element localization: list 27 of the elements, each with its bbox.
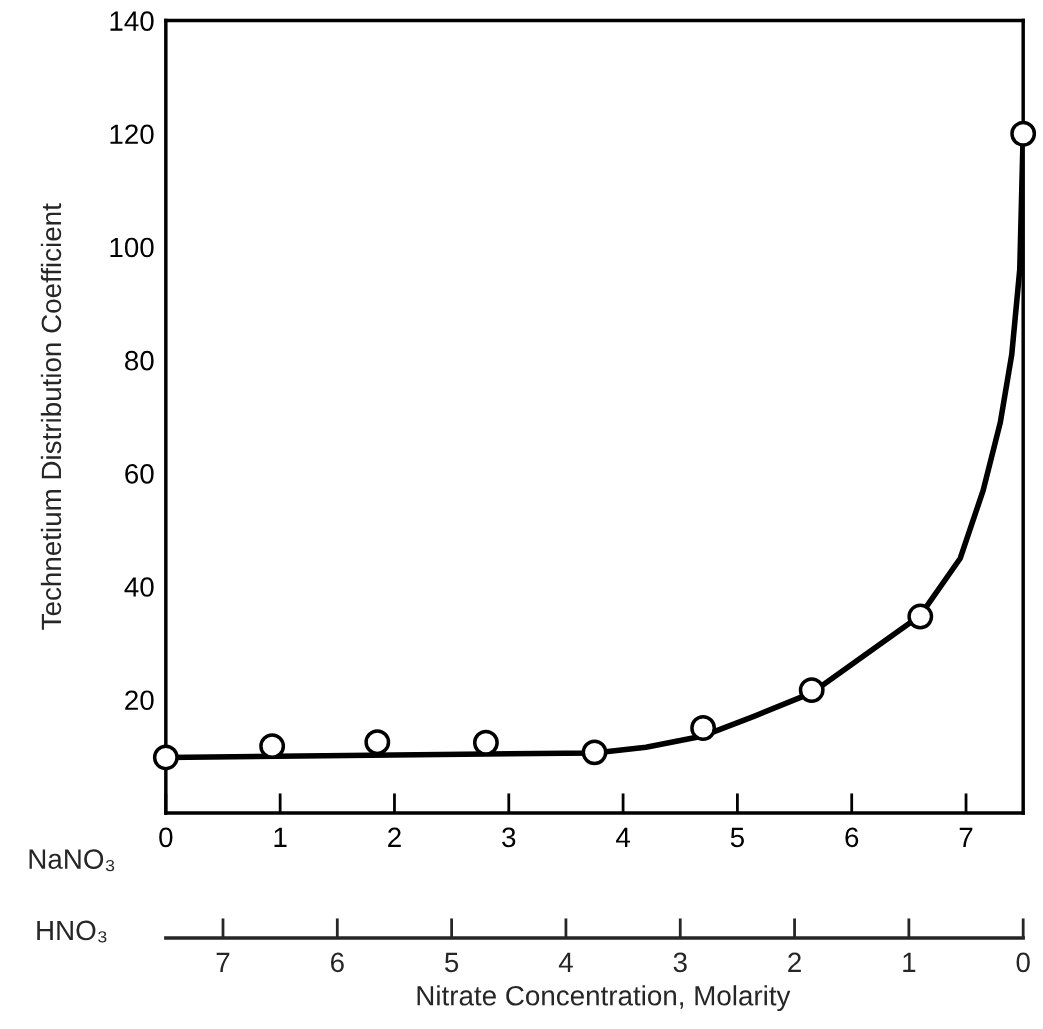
y-tick-label: 20 — [125, 690, 154, 711]
x2-tick-label: 4 — [558, 952, 573, 972]
x2-tick-label: 2 — [788, 952, 801, 972]
x2-tick-label: 7 — [216, 952, 230, 972]
text: Nitrate Concentration, Molarity — [417, 985, 791, 1012]
x-tick-label: 2 — [388, 827, 401, 847]
x2-tick-label: 1 — [903, 952, 916, 972]
x2-tick-label: 3 — [673, 952, 687, 973]
x2-tick-label: 5 — [445, 952, 459, 973]
y-axis-title: Technetium Distribution Coefficient — [40, 203, 62, 630]
y-tick-label: 100 — [110, 237, 154, 258]
x-tick-label: 0 — [159, 827, 173, 848]
y-tick-label: 60 — [125, 464, 154, 484]
x2-axis-title: HNO₃ — [37, 920, 107, 943]
x2-tick-label: 6 — [330, 952, 344, 973]
x-tick-label: 4 — [616, 827, 630, 847]
y-tick-label: 120 — [110, 124, 154, 145]
x-tick-label: 6 — [845, 827, 859, 848]
x2-tick-label: 0 — [1016, 952, 1030, 973]
y-tick-label: 140 — [110, 11, 154, 31]
x-tick-label: 1 — [274, 827, 287, 847]
y-tick-label: 40 — [124, 577, 154, 597]
x-tick-label: 5 — [730, 827, 744, 848]
x-tick-label: 7 — [959, 827, 973, 847]
x-tick-label: 3 — [502, 827, 516, 848]
y-tick-label: 80 — [125, 350, 154, 371]
x-axis-title: NaNO₃ — [29, 849, 115, 872]
